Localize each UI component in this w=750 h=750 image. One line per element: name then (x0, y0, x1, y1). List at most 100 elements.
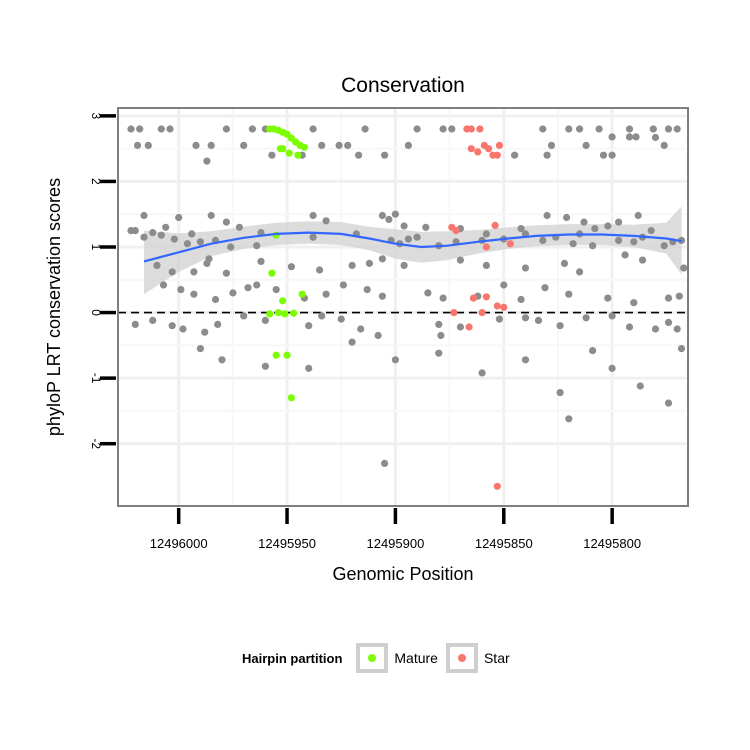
point-other (170, 235, 178, 243)
point-mature (268, 269, 276, 277)
point-other (240, 312, 248, 320)
point-mature (287, 394, 295, 402)
point-other (604, 294, 612, 302)
legend: Hairpin partition Mature Star (242, 640, 518, 676)
point-other (235, 223, 243, 231)
x-tick-label: 12495800 (583, 536, 641, 551)
point-other (305, 364, 313, 372)
legend-label-mature: Mature (394, 650, 438, 666)
legend-dot-mature (368, 654, 377, 662)
point-star (467, 125, 475, 133)
point-other (162, 223, 170, 231)
point-other (335, 141, 343, 149)
point-other (589, 242, 597, 250)
point-other (203, 157, 211, 165)
point-other (361, 125, 369, 133)
point-other (177, 286, 185, 294)
point-other (248, 125, 256, 133)
point-mature (266, 125, 274, 133)
point-star (485, 145, 493, 153)
point-mature (285, 149, 293, 157)
point-other (437, 331, 445, 340)
point-other (608, 312, 616, 320)
point-other (517, 225, 525, 233)
point-star (491, 221, 499, 229)
point-mature (290, 309, 298, 317)
x-tick-label: 12495900 (366, 536, 424, 551)
point-other (127, 125, 135, 133)
point-other (257, 229, 265, 237)
point-mature (279, 145, 287, 153)
point-other (222, 125, 230, 133)
point-other (253, 281, 261, 289)
point-star (482, 293, 490, 301)
point-other (599, 151, 608, 159)
point-mature (283, 351, 291, 359)
point-other (625, 133, 634, 141)
point-other (381, 151, 389, 159)
point-mature (300, 143, 308, 151)
point-other (560, 259, 569, 267)
point-other (168, 322, 176, 330)
point-other (608, 151, 616, 159)
point-mature (298, 290, 306, 298)
point-other (127, 227, 135, 235)
point-other (381, 459, 389, 467)
point-mature (279, 297, 287, 305)
y-axis-ticks: -2 -1 0 1 2 3 (89, 113, 116, 449)
point-other (510, 151, 519, 159)
point-other (344, 141, 352, 149)
point-other (565, 415, 573, 423)
point-other (309, 211, 317, 220)
point-other (149, 229, 157, 237)
point-other (625, 323, 634, 331)
point-other (576, 125, 584, 133)
point-other (207, 141, 215, 149)
point-other (651, 133, 660, 142)
point-star (495, 141, 503, 149)
y-tick-label: -2 (89, 438, 103, 449)
point-other (365, 259, 373, 267)
point-star (493, 151, 501, 159)
point-other (391, 210, 399, 218)
point-other (348, 261, 356, 269)
point-other (339, 281, 347, 289)
point-other (435, 320, 443, 328)
point-other (634, 211, 642, 220)
point-other (632, 133, 640, 141)
point-other (287, 263, 295, 271)
smooth-ribbon-group (144, 206, 682, 295)
point-other (192, 141, 200, 149)
point-other (591, 225, 599, 233)
point-other (261, 316, 269, 324)
x-axis-ticks: 12496000 12495950 12495900 12495850 12495800 (150, 508, 641, 551)
point-other (391, 356, 399, 364)
point-other (201, 328, 209, 336)
point-other (322, 290, 330, 298)
point-other (348, 338, 356, 346)
point-other (521, 264, 530, 272)
point-other (131, 320, 139, 328)
point-other (608, 133, 616, 141)
point-other (435, 349, 443, 357)
point-other (378, 211, 386, 220)
point-star (467, 145, 475, 153)
x-tick-label: 12496000 (150, 536, 208, 551)
point-other (660, 242, 668, 250)
point-other (413, 233, 421, 241)
point-other (222, 269, 230, 277)
point-other (448, 125, 456, 133)
point-star (465, 323, 473, 331)
point-other (673, 125, 681, 133)
point-other (318, 312, 326, 320)
point-other (651, 325, 660, 333)
y-tick-label: 1 (89, 244, 103, 251)
point-mature (294, 151, 302, 159)
point-other (500, 281, 508, 289)
legend-title: Hairpin partition (242, 650, 343, 666)
point-other (196, 238, 204, 246)
point-other (136, 125, 144, 133)
y-axis-label: phyloP LRT conservation scores (44, 178, 64, 436)
point-other (565, 125, 573, 133)
point-other (630, 299, 638, 307)
